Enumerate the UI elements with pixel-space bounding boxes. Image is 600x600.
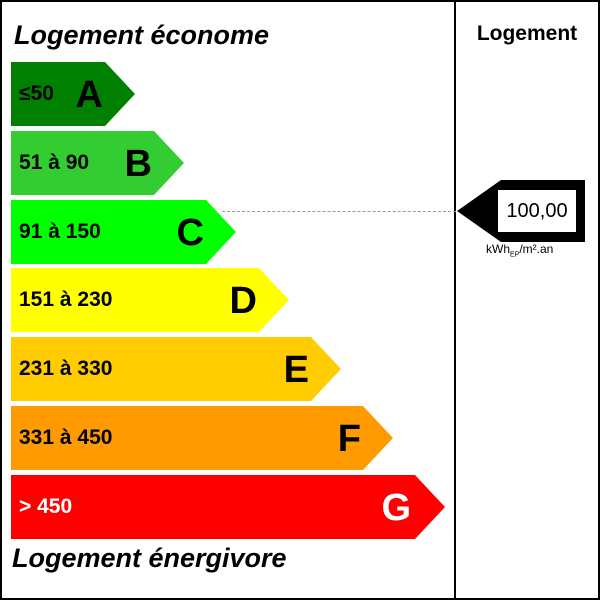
energy-class-bar-d: 151 à 230 D [11,268,289,332]
energy-class-bar-e: 231 à 330 E [11,337,341,401]
energy-class-range: 151 à 230 [19,288,113,311]
title-energy-intensive: Logement énergivore [12,543,287,573]
energy-class-letter: F [337,418,361,460]
column-divider [454,0,456,600]
current-value-box [498,190,576,232]
energy-class-bar-c: 91 à 150 C [11,200,236,264]
unit-label: kWhEP/m².an [486,242,553,258]
energy-class-letter: E [283,349,309,391]
energy-class-letter: A [75,74,103,116]
energy-class-range: ≤50 [19,82,54,105]
energy-class-range: 91 à 150 [19,220,101,243]
unit-suffix: /m².an [519,242,554,256]
energy-class-bar-a: ≤50 A [11,62,135,126]
energy-class-range: 51 à 90 [19,151,90,174]
energy-class-bar-g: > 450 G [11,475,445,539]
column-header-logement: Logement [476,22,578,45]
energy-class-letter: C [176,212,204,254]
energy-class-bar-f: 331 à 450 F [11,406,393,470]
current-value: 100,00 [506,200,568,222]
energy-class-letter: G [381,487,411,529]
energy-class-bar-b: 51 à 90 B [11,131,184,195]
energy-class-range: 231 à 330 [19,357,113,380]
energy-class-range: 331 à 450 [19,426,113,449]
energy-class-letter: B [124,143,152,185]
energy-class-letter: D [229,280,257,322]
indicator-leader-line [222,211,456,212]
energy-class-range: > 450 [19,495,73,518]
title-economical: Logement économe [14,20,270,50]
unit-prefix: kWh [486,242,510,256]
unit-subscript: EP [510,251,520,259]
